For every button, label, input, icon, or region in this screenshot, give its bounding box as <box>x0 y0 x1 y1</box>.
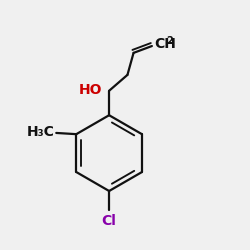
Text: Cl: Cl <box>102 214 117 228</box>
Text: H₃C: H₃C <box>27 125 55 139</box>
Text: 2: 2 <box>166 36 173 46</box>
Text: CH: CH <box>154 36 176 51</box>
Text: HO: HO <box>78 82 102 96</box>
